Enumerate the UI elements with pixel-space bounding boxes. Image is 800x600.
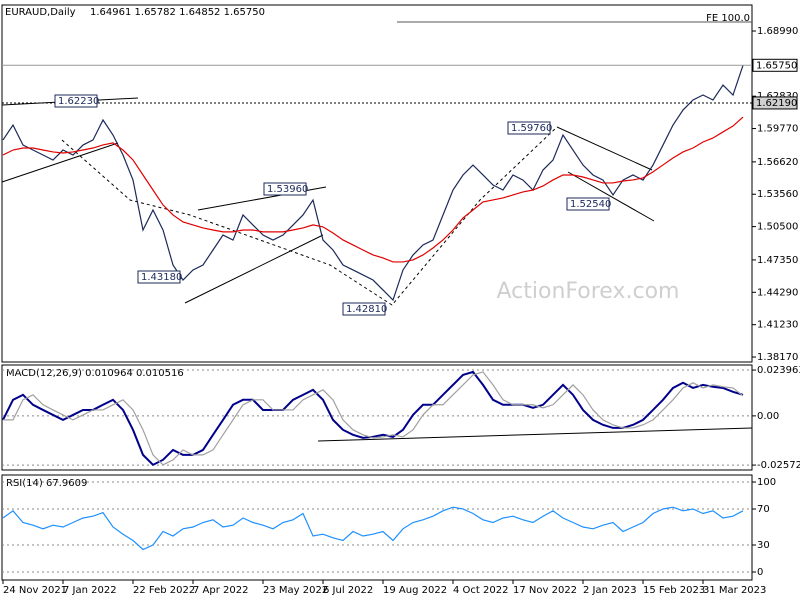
level-label: 1.62190 <box>756 98 797 109</box>
annotation-box <box>342 302 386 316</box>
trendline <box>567 171 655 222</box>
rsi-panel <box>1 474 753 581</box>
x-tick-label: 17 Nov 2022 <box>513 585 577 596</box>
x-tick-label: 2 Jan 2023 <box>583 585 637 596</box>
y-tick-label: 1.44290 <box>757 287 798 298</box>
y-tick-label: -0.025726 <box>757 460 800 471</box>
x-tick-label: 7 Jan 2022 <box>63 585 117 596</box>
annotation-box <box>137 270 181 284</box>
macd-panel <box>1 364 753 471</box>
y-tick-label: 1.47350 <box>757 255 798 266</box>
y-tick-label: 1.53560 <box>757 189 798 200</box>
fe-label: FE 100.0 <box>706 13 750 24</box>
x-tick-label: 23 May 2022 <box>263 585 328 596</box>
trendline <box>317 427 753 442</box>
x-tick-label: 4 Oct 2022 <box>453 585 508 596</box>
series-line <box>2 65 744 302</box>
chart-subtitle: 1.64961 1.65782 1.64852 1.65750 <box>90 7 265 18</box>
watermark: ActionForex.com <box>497 279 680 304</box>
series-line <box>2 506 744 551</box>
price-label-box <box>752 58 798 72</box>
annotation-box <box>507 121 551 135</box>
price-label: 1.65750 <box>756 60 797 71</box>
macd-title: MACD(12,26,9) 0.010964 0.010516 <box>6 368 184 379</box>
y-tick-label: 1.38170 <box>757 352 798 363</box>
x-tick-label: 7 Apr 2022 <box>193 585 248 596</box>
annotation-box <box>54 94 98 108</box>
level-label-box <box>752 96 798 110</box>
rsi-title: RSI(14) 67.9609 <box>6 478 87 489</box>
y-tick-label: 1.50500 <box>757 222 798 233</box>
x-tick-label: 24 Nov 2021 <box>3 585 67 596</box>
trendlines <box>1 21 753 442</box>
y-tick-label: 100 <box>757 477 776 488</box>
series-line <box>3 371 744 466</box>
y-tick-label: 30 <box>757 540 770 551</box>
annotation-box <box>263 182 307 196</box>
y-tick-label: 0.023963 <box>757 365 800 376</box>
annotation: 1.42810 <box>346 304 387 315</box>
x-tick-label: 19 Aug 2022 <box>383 585 447 596</box>
trendline <box>556 126 653 171</box>
x-tick-label: 6 Jul 2022 <box>323 585 373 596</box>
y-tick-label: 0 <box>757 567 763 578</box>
annotation: 1.43180 <box>141 272 182 283</box>
y-tick-label: 0.00 <box>757 411 779 422</box>
x-tick-label: 22 Feb 2022 <box>133 585 195 596</box>
trendline <box>1 142 119 183</box>
chart-title: EURAUD,Daily <box>5 7 76 18</box>
annotation-box <box>566 197 610 211</box>
main-panel <box>1 4 753 363</box>
y-tick-label: 1.68990 <box>757 26 798 37</box>
series-line <box>2 370 744 467</box>
y-tick-label: 1.59770 <box>757 124 798 135</box>
annotation: 1.59760 <box>511 123 552 134</box>
y-tick-label: 1.56620 <box>757 157 798 168</box>
annotation: 1.62230 <box>58 96 99 107</box>
x-tick-label: 31 Mar 2023 <box>703 585 766 596</box>
y-tick-label: 1.41230 <box>757 320 798 331</box>
annotation: 1.53960 <box>267 184 308 195</box>
x-tick-label: 15 Feb 2023 <box>643 585 705 596</box>
trendline <box>184 234 324 304</box>
annotation: 1.52540 <box>570 199 611 210</box>
trend-dashed <box>61 126 558 306</box>
series-line <box>2 116 744 263</box>
y-tick-label: 70 <box>757 504 770 515</box>
